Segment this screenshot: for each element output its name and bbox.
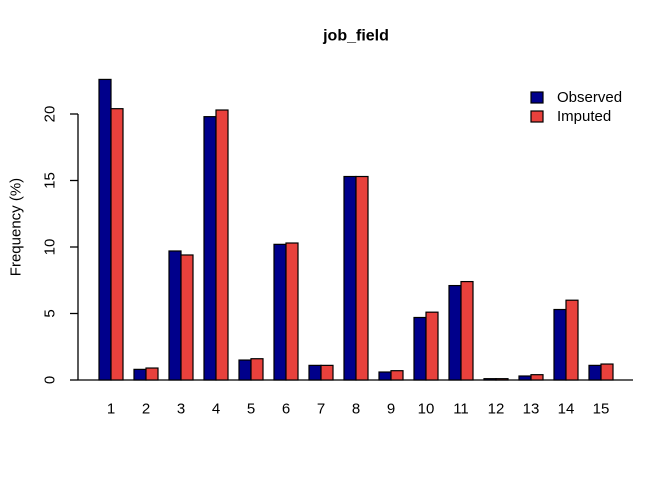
bar-imputed-12 xyxy=(495,378,509,381)
y-tick-label: 20 xyxy=(42,106,59,123)
x-label-7: 7 xyxy=(317,401,325,418)
bar-imputed-4 xyxy=(215,109,229,381)
bar-imputed-10 xyxy=(425,311,439,381)
y-tick-label: 10 xyxy=(42,239,59,256)
y-tick-label: 0 xyxy=(42,376,59,384)
bar-observed-13 xyxy=(518,375,532,381)
x-axis-labels: 1 2 3 4 5 6 7 8 9 10 11 12 13 14 15 xyxy=(107,401,610,418)
bar-observed-9 xyxy=(378,371,392,381)
legend-swatch-observed xyxy=(530,91,544,104)
bar-imputed-9 xyxy=(390,370,404,381)
bar-imputed-8 xyxy=(355,175,369,381)
bar-imputed-5 xyxy=(250,358,264,381)
x-label-8: 8 xyxy=(352,401,360,418)
bar-imputed-3 xyxy=(180,254,194,381)
bar-imputed-13 xyxy=(530,374,544,381)
bar-imputed-11 xyxy=(460,280,474,381)
bar-observed-1 xyxy=(98,78,112,381)
bar-observed-3 xyxy=(168,250,182,381)
bar-observed-12 xyxy=(483,378,497,381)
x-label-11: 11 xyxy=(453,401,469,418)
y-axis-title: Frequency (%) xyxy=(8,178,25,276)
bar-observed-14 xyxy=(553,308,567,381)
bar-imputed-6 xyxy=(285,242,299,381)
bar-observed-15 xyxy=(588,364,602,381)
x-label-3: 3 xyxy=(177,401,185,418)
x-label-1: 1 xyxy=(107,401,115,418)
x-label-10: 10 xyxy=(418,401,435,418)
x-label-2: 2 xyxy=(142,401,150,418)
x-label-13: 13 xyxy=(523,401,540,418)
x-label-14: 14 xyxy=(558,401,575,418)
axes: 0 5 10 15 20 xyxy=(42,106,633,384)
bar-imputed-1 xyxy=(110,108,124,381)
bar-imputed-2 xyxy=(145,367,159,381)
x-label-9: 9 xyxy=(387,401,395,418)
x-label-5: 5 xyxy=(247,401,255,418)
legend: Observed Imputed xyxy=(530,89,622,125)
x-label-4: 4 xyxy=(212,401,220,418)
chart-title: job_field xyxy=(322,28,389,45)
y-tick-label: 5 xyxy=(42,309,59,317)
bar-observed-6 xyxy=(273,243,287,381)
bar-imputed-15 xyxy=(600,363,614,381)
x-label-6: 6 xyxy=(282,401,290,418)
bar-observed-11 xyxy=(448,284,462,381)
legend-swatch-imputed xyxy=(530,110,544,123)
legend-label-imputed: Imputed xyxy=(557,108,611,125)
bar-imputed-7 xyxy=(320,364,334,381)
y-tick-label: 15 xyxy=(42,172,59,189)
bar-observed-10 xyxy=(413,316,427,381)
bar-imputed-14 xyxy=(565,299,579,381)
bar-observed-5 xyxy=(238,359,252,381)
bar-observed-2 xyxy=(133,368,147,381)
bar-observed-4 xyxy=(203,116,217,381)
x-label-15: 15 xyxy=(593,401,610,418)
bar-series xyxy=(98,78,614,381)
bar-observed-8 xyxy=(343,175,357,381)
x-label-12: 12 xyxy=(488,401,505,418)
bar-observed-7 xyxy=(308,364,322,381)
legend-label-observed: Observed xyxy=(557,89,622,106)
